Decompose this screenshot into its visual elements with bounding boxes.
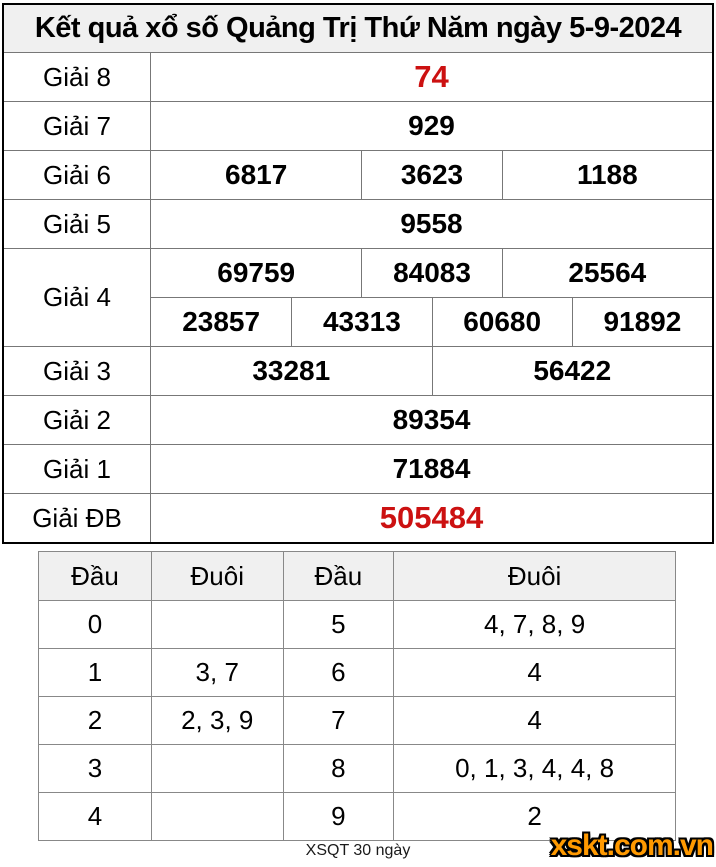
head-tail-table: Đầu Đuôi Đầu Đuôi 0 5 4, 7, 8, 9 1 3, 7 … [38,551,676,841]
prize-value: 91892 [571,298,712,346]
prize-value: 60680 [431,298,572,346]
prize-row-g6: Giải 6 6817 3623 1188 [4,150,712,199]
prize-label: Giải 1 [4,445,151,493]
prize-value: 56422 [431,347,713,395]
page-title: Kết quả xổ số Quảng Trị Thứ Năm ngày 5-9… [4,5,712,53]
table-row: 0 5 4, 7, 8, 9 [39,600,675,648]
prize-value: 25564 [501,249,712,297]
prize-row-gdb: Giải ĐB 505484 [4,493,712,542]
tail-digits: 4 [393,649,675,696]
prize-value: 74 [414,59,449,94]
head-digit: 0 [87,609,103,639]
prize-row-g1: Giải 1 71884 [4,444,712,493]
head-digit: 6 [282,649,394,696]
prize-value: 71884 [392,453,471,484]
table-row: 4 9 2 [39,792,675,840]
head-digit: 8 [282,745,394,792]
prize-row-g5: Giải 5 9558 [4,199,712,248]
head-digit: 7 [282,697,394,744]
prize-label: Giải 5 [4,200,151,248]
prize-label: Giải 2 [4,396,151,444]
tail-digits: 2 [393,793,675,840]
site-watermark-logo: xskt.com.vn [550,829,714,862]
tail-digits: 0, 1, 3, 4, 4, 8 [393,745,675,792]
head-digit: 3 [87,753,103,783]
prize-row-g4: Giải 4 69759 84083 25564 23857 43313 606… [4,248,712,346]
prize-value-special: 505484 [379,500,484,535]
prize-value: 69759 [217,257,296,288]
column-header: Đầu [71,560,119,591]
prize-value: 89354 [392,404,471,435]
prize-value: 84083 [361,249,501,297]
tail-digits: 2, 3, 9 [150,697,283,744]
prize-value: 9558 [400,208,463,239]
prize-value: 23857 [182,306,261,337]
prize-row-g8: Giải 8 74 [4,53,712,101]
tail-digits [150,793,283,840]
prize-value: 33281 [252,355,331,386]
prize-label: Giải 7 [4,102,151,150]
table-row: 1 3, 7 6 4 [39,648,675,696]
table-row: 3 8 0, 1, 3, 4, 4, 8 [39,744,675,792]
prize-label: Giải 6 [4,151,151,199]
prize-value: 6817 [225,159,288,190]
prize-label: Giải 4 [4,249,151,346]
column-header: Đuôi [150,552,283,600]
tail-digits [150,601,283,648]
head-tail-header-row: Đầu Đuôi Đầu Đuôi [39,552,675,600]
prize-row-g3: Giải 3 33281 56422 [4,346,712,395]
column-header: Đầu [282,552,394,600]
head-digit: 9 [282,793,394,840]
prize-label: Giải ĐB [4,494,151,542]
head-digit: 2 [87,705,103,735]
prize-value: 1188 [501,151,712,199]
table-row: 2 2, 3, 9 7 4 [39,696,675,744]
head-digit: 4 [87,801,103,831]
prize-row-g7: Giải 7 929 [4,101,712,150]
prize-table: Kết quả xổ số Quảng Trị Thứ Năm ngày 5-9… [2,3,714,544]
tail-digits [150,745,283,792]
prize-label: Giải 8 [4,53,151,101]
prize-label: Giải 3 [4,347,151,395]
tail-digits: 4 [393,697,675,744]
head-digit: 5 [282,601,394,648]
column-header: Đuôi [393,552,675,600]
stats-caption: XSQT 30 ngày [305,842,411,859]
prize-row-g2: Giải 2 89354 [4,395,712,444]
tail-digits: 3, 7 [150,649,283,696]
head-digit: 1 [87,657,103,687]
tail-digits: 4, 7, 8, 9 [393,601,675,648]
prize-value: 3623 [361,151,501,199]
prize-value: 929 [408,110,455,141]
prize-value: 43313 [291,298,431,346]
